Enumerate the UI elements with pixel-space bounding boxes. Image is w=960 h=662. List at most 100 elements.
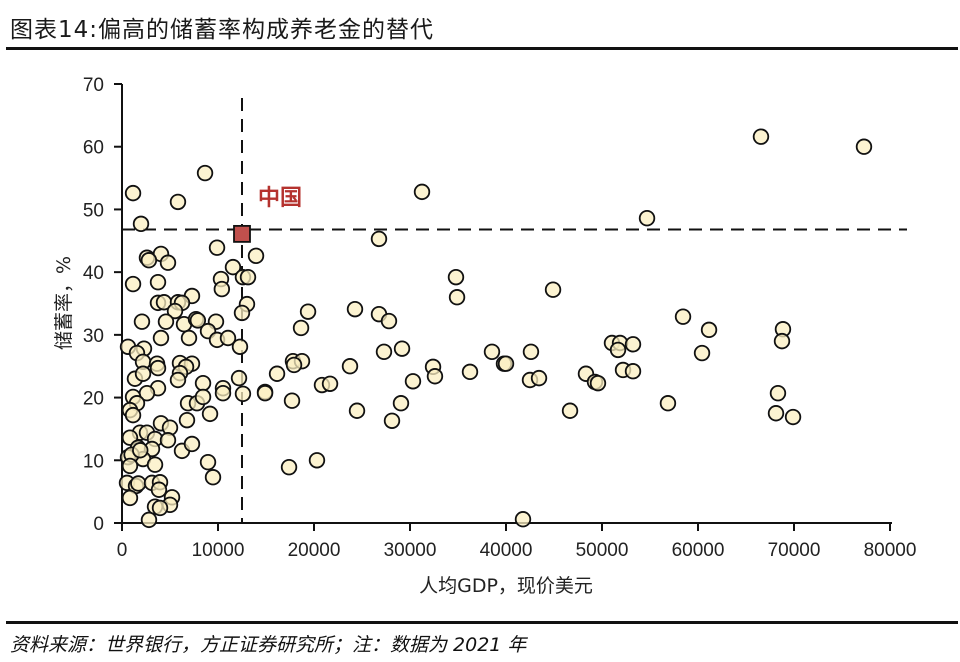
scatter-point <box>166 302 184 320</box>
scatter-point <box>461 363 479 381</box>
axes: 0 10 20 30 40 50 60 70 0 10000 20000 30000 40000 5000… <box>53 75 916 597</box>
scatter-point <box>370 230 388 248</box>
scatter-point <box>561 402 579 419</box>
scatter-point <box>659 395 677 412</box>
scatter-point <box>149 273 167 291</box>
scatter-point <box>140 511 158 529</box>
x-tick-label: 60000 <box>672 540 725 561</box>
scatter-point <box>159 432 177 449</box>
source-note: 资料来源：世界银行，方正证券研究所；注：数据为 2021 年 <box>10 634 527 656</box>
scatter-point <box>183 435 201 453</box>
scatter-point <box>393 340 411 357</box>
scatter-point <box>693 344 711 362</box>
scatter-point <box>233 304 251 322</box>
scatter-point <box>784 408 802 426</box>
scatter-point <box>375 343 393 360</box>
scatter-point <box>497 355 515 372</box>
scatter-point <box>752 128 770 145</box>
scatter-point <box>201 405 219 423</box>
scatter-point <box>448 289 466 306</box>
scatter-point <box>194 388 212 406</box>
scatter-point <box>299 303 317 320</box>
scatter-point <box>231 338 249 355</box>
scatter-point <box>256 384 274 402</box>
scatter-point <box>130 475 147 492</box>
scatter-point <box>292 319 310 337</box>
x-tick-label: 0 <box>117 540 128 561</box>
y-tick-label: 0 <box>93 514 104 535</box>
scatter-point <box>341 358 359 375</box>
scatter-point <box>321 375 339 392</box>
y-axis-title: 储蓄率，% <box>53 256 75 350</box>
scatter-point <box>124 184 142 202</box>
scatter-point <box>157 313 175 330</box>
scatter-point <box>146 456 164 473</box>
china-highlight: 中国 <box>233 186 302 243</box>
scatter-point <box>773 332 791 350</box>
scatter-point <box>199 453 217 471</box>
scatter-point <box>214 384 232 402</box>
scatter-point <box>308 452 326 469</box>
scatter-point <box>189 312 207 329</box>
x-tick-label: 70000 <box>768 540 821 561</box>
scatter-point <box>638 210 656 227</box>
scatter-point <box>348 402 366 419</box>
scatter-point <box>194 374 212 392</box>
scatter-point <box>204 469 222 486</box>
scatter-point <box>483 343 501 360</box>
scatter-point <box>149 359 167 377</box>
scatter-point <box>285 356 303 374</box>
scatter-point <box>283 392 301 409</box>
scatter-point <box>383 412 401 429</box>
scatter-point <box>169 193 187 211</box>
scatter-point <box>624 336 642 353</box>
scatter-point <box>544 281 562 298</box>
scatter-point <box>674 308 692 325</box>
x-tick-label: 40000 <box>480 540 533 561</box>
scatter-point <box>151 499 169 517</box>
y-tick-label: 20 <box>83 389 104 410</box>
x-tick-label: 50000 <box>576 540 629 561</box>
x-tick-label: 10000 <box>192 540 245 561</box>
x-tick-label: 30000 <box>384 540 437 561</box>
china-marker <box>233 224 251 243</box>
y-tick-label: 60 <box>83 138 104 159</box>
scatter-point <box>392 395 410 412</box>
scatter-point <box>132 442 149 459</box>
y-tick-label: 30 <box>83 326 104 347</box>
scatter-point <box>404 373 422 390</box>
scatter-chart: 0 10 20 30 40 50 60 70 0 10000 20000 30000 40000 5000… <box>53 75 916 597</box>
scatter-point <box>239 268 257 286</box>
scatter-point <box>346 300 364 318</box>
scatter-point <box>589 374 607 392</box>
scatter-point <box>219 329 237 347</box>
scatter-point <box>769 384 787 402</box>
scatter-point <box>180 329 198 347</box>
scatter-point <box>514 511 532 528</box>
y-tick-label: 70 <box>83 75 104 96</box>
scatter-point <box>121 457 139 475</box>
scatter-point <box>447 268 465 286</box>
scatter-point <box>426 368 444 385</box>
scatter-point <box>124 406 142 424</box>
scatter-point <box>132 215 150 233</box>
scatter-point <box>234 385 252 403</box>
scatter-point <box>121 489 139 507</box>
x-tick-label: 20000 <box>288 540 341 561</box>
scatter-point <box>247 247 265 265</box>
scatter-point <box>224 258 242 276</box>
scatter-point <box>624 363 642 380</box>
x-axis-title: 人均GDP，现价美元 <box>419 575 593 597</box>
scatter-point <box>609 341 627 359</box>
scatter-point <box>152 329 170 347</box>
scatter-point <box>380 312 398 330</box>
scatter-point <box>530 369 548 387</box>
scatter-point <box>700 321 718 339</box>
scatter-point <box>133 313 151 330</box>
scatter-point <box>196 164 214 182</box>
scatter-point <box>213 280 231 298</box>
scatter-point <box>150 481 168 498</box>
y-tick-label: 50 <box>83 200 104 221</box>
scatter-point <box>280 458 298 476</box>
scatter-point <box>134 365 152 382</box>
